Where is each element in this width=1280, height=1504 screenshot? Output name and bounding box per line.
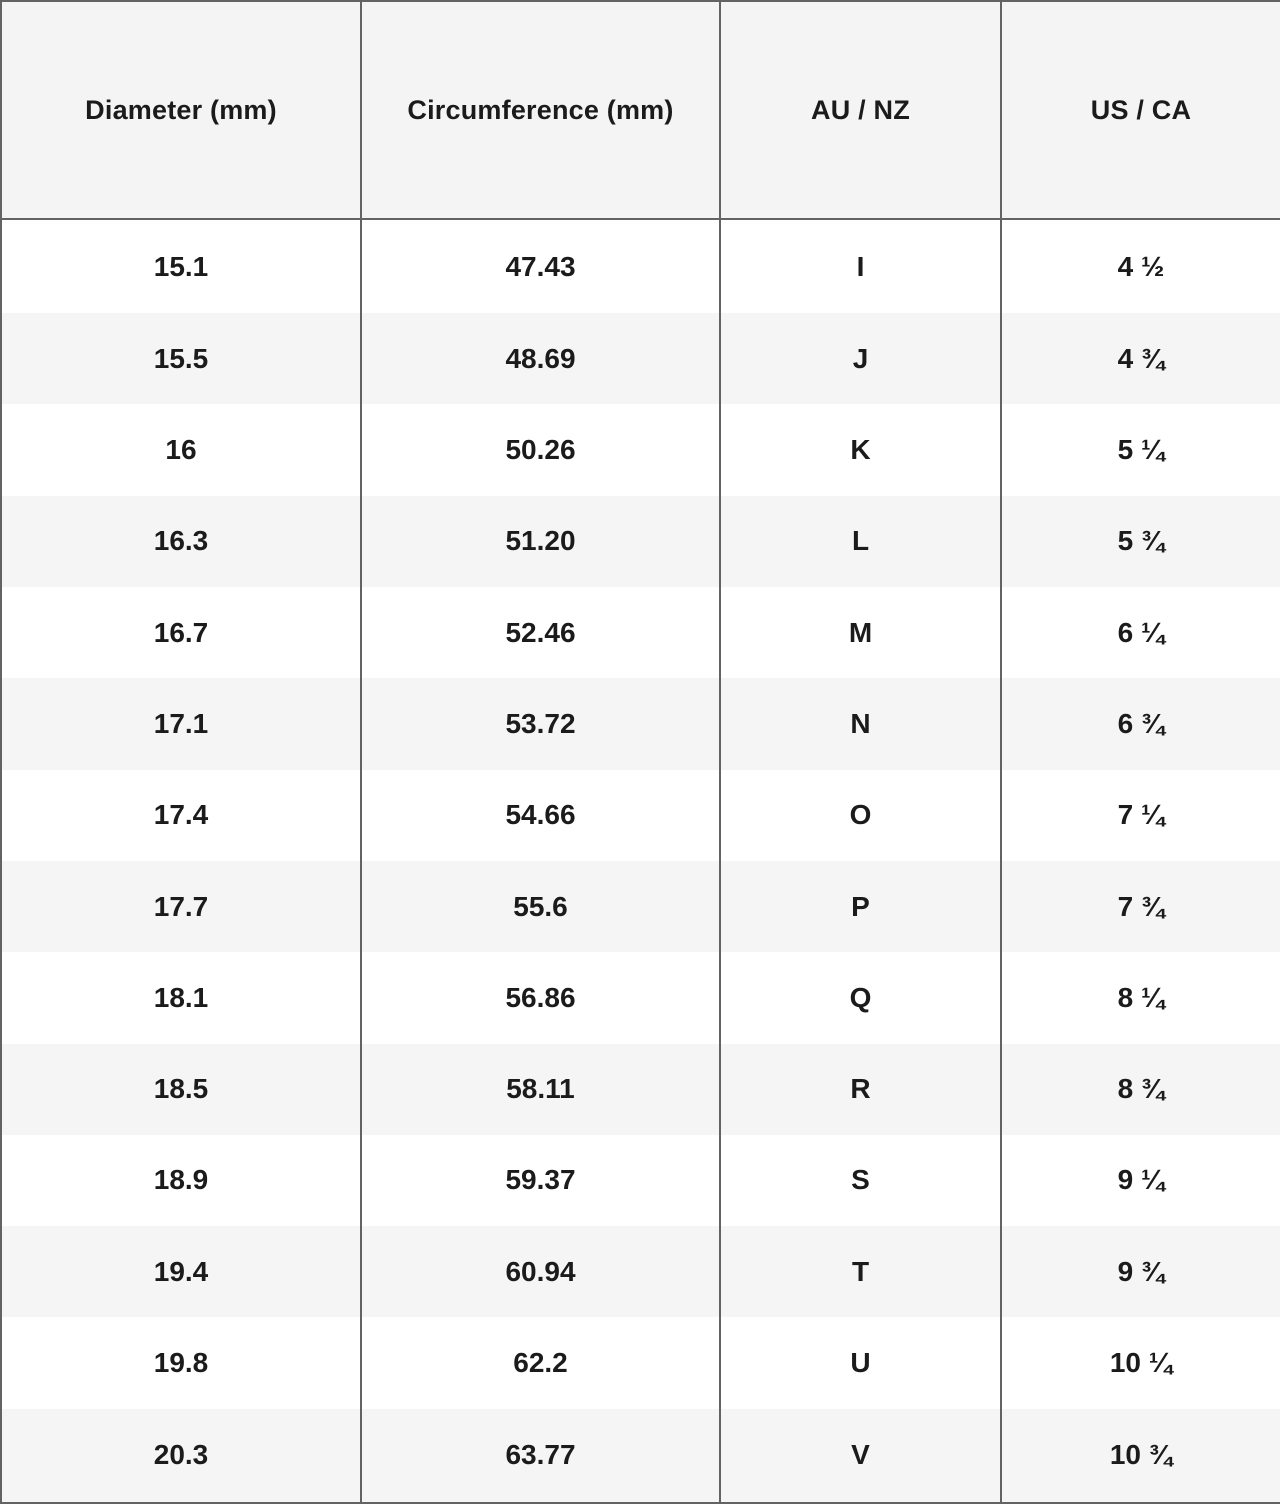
column-header-us-ca: US / CA	[1000, 1, 1280, 220]
table-row: 17.1 53.72 N 6 ¾	[0, 678, 1280, 770]
table-row: 15.1 47.43 I 4 ½	[0, 219, 1280, 314]
table-body: 15.1 47.43 I 4 ½ 15.5 48.69 J 4 ¾ 16 50.26 K 5 ¼ 16.…	[0, 219, 1280, 1503]
column-header-au-nz: AU / NZ	[719, 1, 1002, 220]
cell-circumference: 48.69	[360, 313, 721, 405]
cell-us-ca: 4 ½	[1000, 219, 1280, 314]
cell-diameter: 18.9	[0, 1134, 362, 1227]
cell-diameter: 18.1	[0, 952, 362, 1044]
cell-diameter: 20.3	[0, 1408, 362, 1503]
cell-us-ca: 6 ¼	[1000, 587, 1280, 679]
table-row: 18.9 59.37 S 9 ¼	[0, 1134, 1280, 1227]
cell-diameter: 17.7	[0, 860, 362, 953]
column-header-diameter: Diameter (mm)	[0, 1, 362, 220]
cell-au-nz: K	[719, 404, 1002, 496]
cell-diameter: 16.3	[0, 495, 362, 588]
cell-diameter: 17.1	[0, 678, 362, 770]
cell-circumference: 51.20	[360, 495, 721, 588]
cell-diameter: 17.4	[0, 769, 362, 861]
cell-circumference: 54.66	[360, 769, 721, 861]
table-row: 15.5 48.69 J 4 ¾	[0, 313, 1280, 405]
cell-au-nz: P	[719, 860, 1002, 953]
cell-circumference: 60.94	[360, 1226, 721, 1318]
table-row: 16.3 51.20 L 5 ¾	[0, 495, 1280, 588]
cell-us-ca: 8 ¼	[1000, 952, 1280, 1044]
cell-au-nz: R	[719, 1043, 1002, 1135]
cell-au-nz: O	[719, 769, 1002, 861]
cell-us-ca: 6 ¾	[1000, 678, 1280, 770]
cell-us-ca: 5 ¼	[1000, 404, 1280, 496]
table-row: 20.3 63.77 V 10 ¾	[0, 1408, 1280, 1503]
table-row: 17.4 54.66 O 7 ¼	[0, 769, 1280, 861]
cell-diameter: 19.8	[0, 1317, 362, 1409]
cell-au-nz: J	[719, 313, 1002, 405]
cell-diameter: 15.1	[0, 219, 362, 314]
column-header-circumference: Circumference (mm)	[360, 1, 721, 220]
cell-circumference: 56.86	[360, 952, 721, 1044]
cell-diameter: 16	[0, 404, 362, 496]
cell-us-ca: 5 ¾	[1000, 495, 1280, 588]
cell-au-nz: I	[719, 219, 1002, 314]
cell-au-nz: M	[719, 587, 1002, 679]
cell-circumference: 59.37	[360, 1134, 721, 1227]
cell-diameter: 18.5	[0, 1043, 362, 1135]
cell-us-ca: 10 ¾	[1000, 1408, 1280, 1503]
table-row: 19.4 60.94 T 9 ¾	[0, 1226, 1280, 1318]
cell-circumference: 47.43	[360, 219, 721, 314]
table-row: 16.7 52.46 M 6 ¼	[0, 587, 1280, 679]
cell-diameter: 16.7	[0, 587, 362, 679]
cell-us-ca: 7 ¼	[1000, 769, 1280, 861]
cell-au-nz: Q	[719, 952, 1002, 1044]
table-row: 16 50.26 K 5 ¼	[0, 404, 1280, 496]
cell-circumference: 52.46	[360, 587, 721, 679]
cell-circumference: 55.6	[360, 860, 721, 953]
cell-au-nz: L	[719, 495, 1002, 588]
cell-circumference: 50.26	[360, 404, 721, 496]
cell-us-ca: 9 ¾	[1000, 1226, 1280, 1318]
cell-au-nz: V	[719, 1408, 1002, 1503]
cell-us-ca: 10 ¼	[1000, 1317, 1280, 1409]
cell-diameter: 19.4	[0, 1226, 362, 1318]
table-row: 17.7 55.6 P 7 ¾	[0, 860, 1280, 953]
table-row: 19.8 62.2 U 10 ¼	[0, 1317, 1280, 1409]
table-row: 18.1 56.86 Q 8 ¼	[0, 952, 1280, 1044]
cell-au-nz: N	[719, 678, 1002, 770]
table-row: 18.5 58.11 R 8 ¾	[0, 1043, 1280, 1135]
cell-circumference: 58.11	[360, 1043, 721, 1135]
cell-circumference: 63.77	[360, 1408, 721, 1503]
cell-us-ca: 8 ¾	[1000, 1043, 1280, 1135]
header-row: Diameter (mm) Circumference (mm) AU / NZ…	[0, 1, 1280, 220]
cell-circumference: 62.2	[360, 1317, 721, 1409]
cell-circumference: 53.72	[360, 678, 721, 770]
cell-us-ca: 4 ¾	[1000, 313, 1280, 405]
cell-us-ca: 9 ¼	[1000, 1134, 1280, 1227]
cell-diameter: 15.5	[0, 313, 362, 405]
cell-au-nz: T	[719, 1226, 1002, 1318]
cell-au-nz: U	[719, 1317, 1002, 1409]
cell-us-ca: 7 ¾	[1000, 860, 1280, 953]
cell-au-nz: S	[719, 1134, 1002, 1227]
